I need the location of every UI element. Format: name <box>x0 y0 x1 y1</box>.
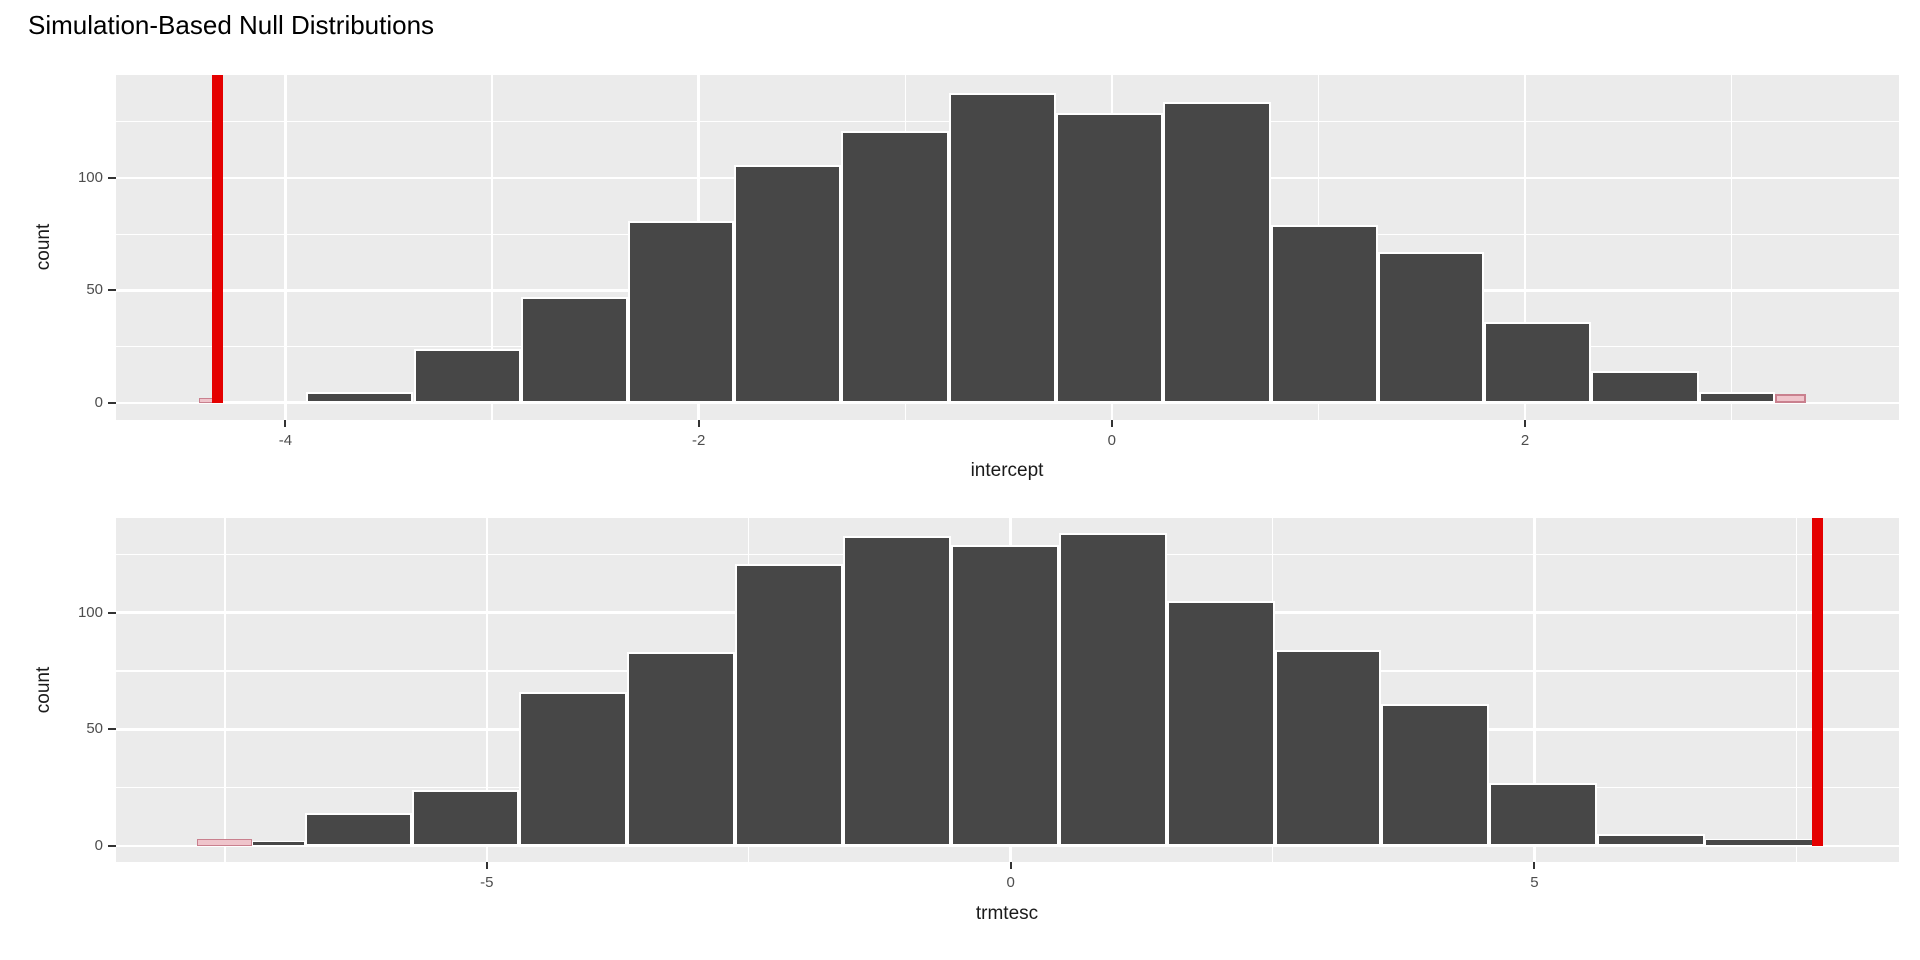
histogram-bar <box>1274 650 1382 846</box>
y-tick-label: 100 <box>77 169 103 186</box>
histogram-bar <box>519 691 628 846</box>
histogram-bar <box>1166 601 1275 846</box>
histogram-bar <box>948 92 1057 403</box>
x-axis-title-trmtesc: trmtesc <box>975 903 1039 924</box>
x-tick-mark <box>485 862 488 869</box>
y-tick-mark <box>108 611 116 614</box>
histogram-bar <box>1163 101 1271 403</box>
x-tick-label: 5 <box>1530 874 1539 891</box>
histogram-bar <box>1698 391 1776 403</box>
y-tick-mark <box>108 401 116 404</box>
x-minor-gridline <box>1731 75 1733 420</box>
y-major-gridline <box>116 844 1899 848</box>
histogram-bar <box>733 164 842 403</box>
x-tick-mark <box>1110 420 1113 427</box>
x-axis-title-intercept: intercept <box>970 460 1044 481</box>
plot-title: Simulation-Based Null Distributions <box>28 10 435 40</box>
histogram-bar <box>950 545 1059 846</box>
histogram-bar <box>413 348 521 403</box>
y-tick-mark <box>108 728 116 731</box>
histogram-bar <box>735 563 844 846</box>
y-major-gridline <box>116 401 1899 405</box>
histogram-bar <box>1056 112 1164 403</box>
histogram-bar <box>306 391 414 403</box>
histogram-bar <box>520 297 629 403</box>
y-tick-mark <box>108 289 116 292</box>
x-tick-label: 2 <box>1520 432 1530 449</box>
x-tick-label: -4 <box>278 432 293 449</box>
histogram-bar <box>1489 782 1598 846</box>
histogram-bar-tail <box>196 838 253 846</box>
x-tick-mark <box>284 420 287 427</box>
x-major-gridline <box>284 75 287 420</box>
histogram-bar <box>627 652 736 846</box>
x-major-gridline <box>485 518 489 862</box>
histogram-bar <box>841 130 949 403</box>
x-tick-mark <box>1009 862 1012 869</box>
x-tick-mark <box>1524 420 1527 427</box>
histogram-bar <box>1597 834 1706 846</box>
histogram-bar <box>843 535 951 846</box>
histogram-bar <box>217 400 307 403</box>
histogram-bar <box>1381 703 1490 846</box>
x-tick-label: 0 <box>1107 432 1116 449</box>
y-tick-label: 100 <box>77 603 103 621</box>
histogram-bar <box>1378 252 1484 403</box>
x-tick-label: -5 <box>480 874 494 891</box>
x-major-gridline <box>1533 518 1536 862</box>
y-tick-label: 0 <box>94 393 103 411</box>
observed-stat-line <box>1811 518 1823 846</box>
histogram-bar <box>1591 371 1699 403</box>
histogram-bar-tail <box>1775 393 1807 403</box>
y-axis-title-count-bottom: count <box>33 666 54 714</box>
histogram-bar <box>1058 533 1167 846</box>
histogram-bar <box>1483 321 1592 403</box>
histogram-bar <box>252 841 305 846</box>
x-major-gridline <box>1523 75 1527 420</box>
x-minor-gridline <box>1795 518 1797 862</box>
y-tick-label: 0 <box>94 836 103 854</box>
y-tick-mark <box>108 844 116 847</box>
histogram-bar <box>628 220 734 403</box>
histogram-bar <box>304 813 413 846</box>
histogram-bar <box>1270 225 1379 403</box>
histogram-bar <box>412 789 520 846</box>
observed-stat-line <box>211 75 223 403</box>
y-axis-title-count-top: count <box>33 223 54 271</box>
x-tick-label: -2 <box>691 432 706 449</box>
x-minor-gridline <box>224 518 226 862</box>
y-tick-mark <box>108 177 116 179</box>
x-tick-label: 0 <box>1006 874 1015 891</box>
y-tick-label: 50 <box>86 281 103 299</box>
x-tick-mark <box>1533 862 1536 869</box>
x-minor-gridline <box>491 75 493 420</box>
y-tick-label: 50 <box>86 720 103 738</box>
histogram-bar <box>1705 838 1814 846</box>
x-tick-mark <box>697 420 700 427</box>
